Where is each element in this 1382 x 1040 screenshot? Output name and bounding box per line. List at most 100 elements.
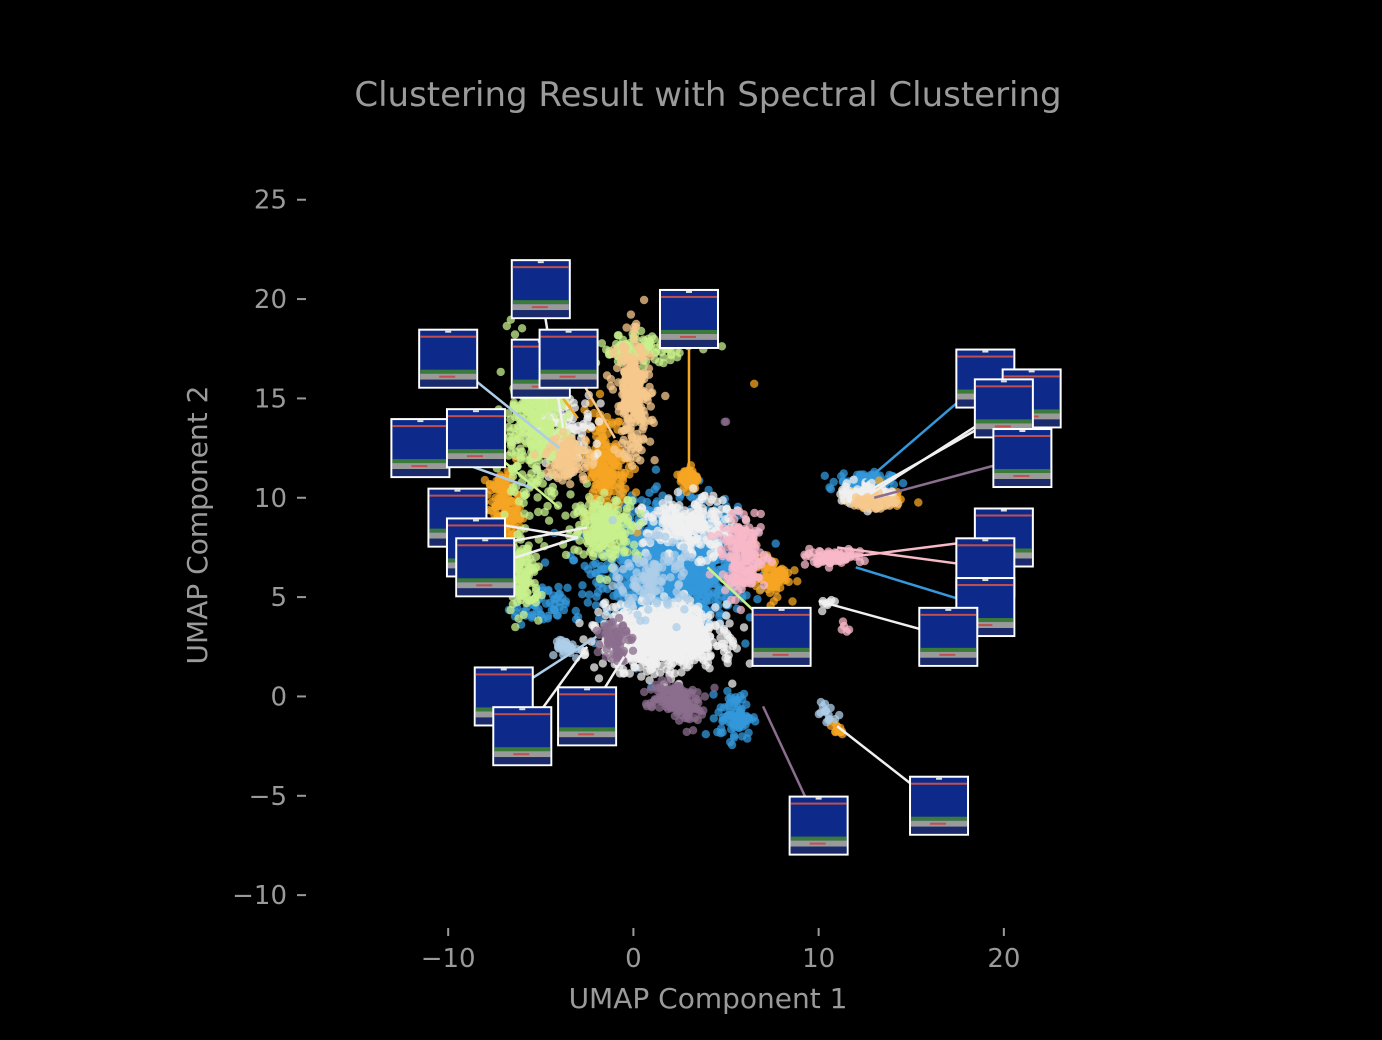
data-point — [763, 572, 771, 580]
y-tick-label: 10 — [254, 484, 287, 514]
data-point — [556, 590, 564, 598]
data-point — [648, 416, 656, 424]
data-point — [583, 410, 591, 418]
data-point — [590, 485, 598, 493]
data-point — [717, 505, 725, 513]
y-tick-label: 5 — [270, 583, 287, 613]
data-point — [520, 491, 528, 499]
data-point — [591, 559, 599, 567]
data-point — [627, 310, 635, 318]
data-point — [684, 532, 692, 540]
data-point — [840, 496, 848, 504]
data-point — [706, 498, 714, 506]
data-point — [692, 605, 700, 613]
data-point — [654, 653, 662, 661]
y-tick-label: −5 — [249, 782, 287, 812]
data-point — [534, 616, 542, 624]
data-point — [695, 579, 703, 587]
data-point — [689, 484, 697, 492]
data-point — [507, 448, 515, 456]
data-point — [613, 364, 621, 372]
data-point — [514, 559, 522, 567]
data-point — [710, 714, 718, 722]
data-point — [588, 538, 596, 546]
data-point — [614, 331, 622, 339]
data-point — [593, 469, 601, 477]
data-point — [511, 330, 519, 338]
data-point — [616, 482, 624, 490]
data-point — [830, 478, 838, 486]
data-point — [704, 623, 712, 631]
data-point — [581, 562, 589, 570]
data-point — [711, 603, 719, 611]
data-point — [637, 510, 645, 518]
data-point — [560, 606, 568, 614]
data-point — [630, 335, 638, 343]
data-point — [506, 437, 514, 445]
data-point — [550, 489, 558, 497]
y-tick-label: 25 — [254, 186, 287, 216]
data-point — [544, 614, 552, 622]
data-point — [624, 416, 632, 424]
data-point — [525, 512, 533, 520]
data-point — [608, 418, 616, 426]
data-point — [584, 598, 592, 606]
data-point — [626, 404, 634, 412]
data-point — [737, 717, 745, 725]
data-point — [651, 485, 659, 493]
x-tick-label: 10 — [802, 944, 835, 974]
data-point — [590, 663, 598, 671]
data-point — [656, 610, 664, 618]
data-point — [599, 521, 607, 529]
x-axis-label: UMAP Component 1 — [569, 982, 848, 1015]
data-point — [563, 584, 571, 592]
data-point — [914, 498, 922, 506]
data-point — [645, 383, 653, 391]
data-point — [683, 522, 691, 530]
data-point — [750, 380, 758, 388]
data-point — [566, 490, 574, 498]
data-point — [511, 623, 519, 631]
data-point — [772, 539, 780, 547]
data-point — [604, 544, 612, 552]
data-point — [554, 583, 562, 591]
data-point — [592, 501, 600, 509]
data-point — [639, 656, 647, 664]
data-point — [686, 613, 694, 621]
data-point — [793, 577, 801, 585]
data-point — [706, 611, 714, 619]
data-point — [668, 501, 676, 509]
data-point — [518, 429, 526, 437]
data-point — [703, 556, 711, 564]
data-point — [650, 511, 658, 519]
data-point — [530, 594, 538, 602]
data-point — [841, 482, 849, 490]
data-point — [541, 508, 549, 516]
data-point — [640, 631, 648, 639]
data-point — [545, 517, 553, 525]
y-tick-label: −10 — [232, 881, 287, 911]
data-point — [722, 612, 730, 620]
data-point — [581, 399, 589, 407]
data-point — [572, 607, 580, 615]
data-point — [609, 385, 617, 393]
data-point — [724, 655, 732, 663]
data-point — [497, 368, 505, 376]
x-tick-label: 20 — [987, 944, 1020, 974]
data-point — [546, 404, 554, 412]
data-point — [647, 402, 655, 410]
data-point — [693, 650, 701, 658]
data-point — [625, 379, 633, 387]
data-point — [553, 611, 561, 619]
data-point — [717, 703, 725, 711]
data-point — [827, 485, 835, 493]
data-point — [594, 608, 602, 616]
data-point — [788, 597, 796, 605]
data-point — [619, 473, 627, 481]
data-point — [638, 539, 646, 547]
data-point — [575, 619, 583, 627]
data-point — [578, 581, 586, 589]
data-point — [609, 603, 617, 611]
data-point — [607, 477, 615, 485]
data-point — [720, 648, 728, 656]
